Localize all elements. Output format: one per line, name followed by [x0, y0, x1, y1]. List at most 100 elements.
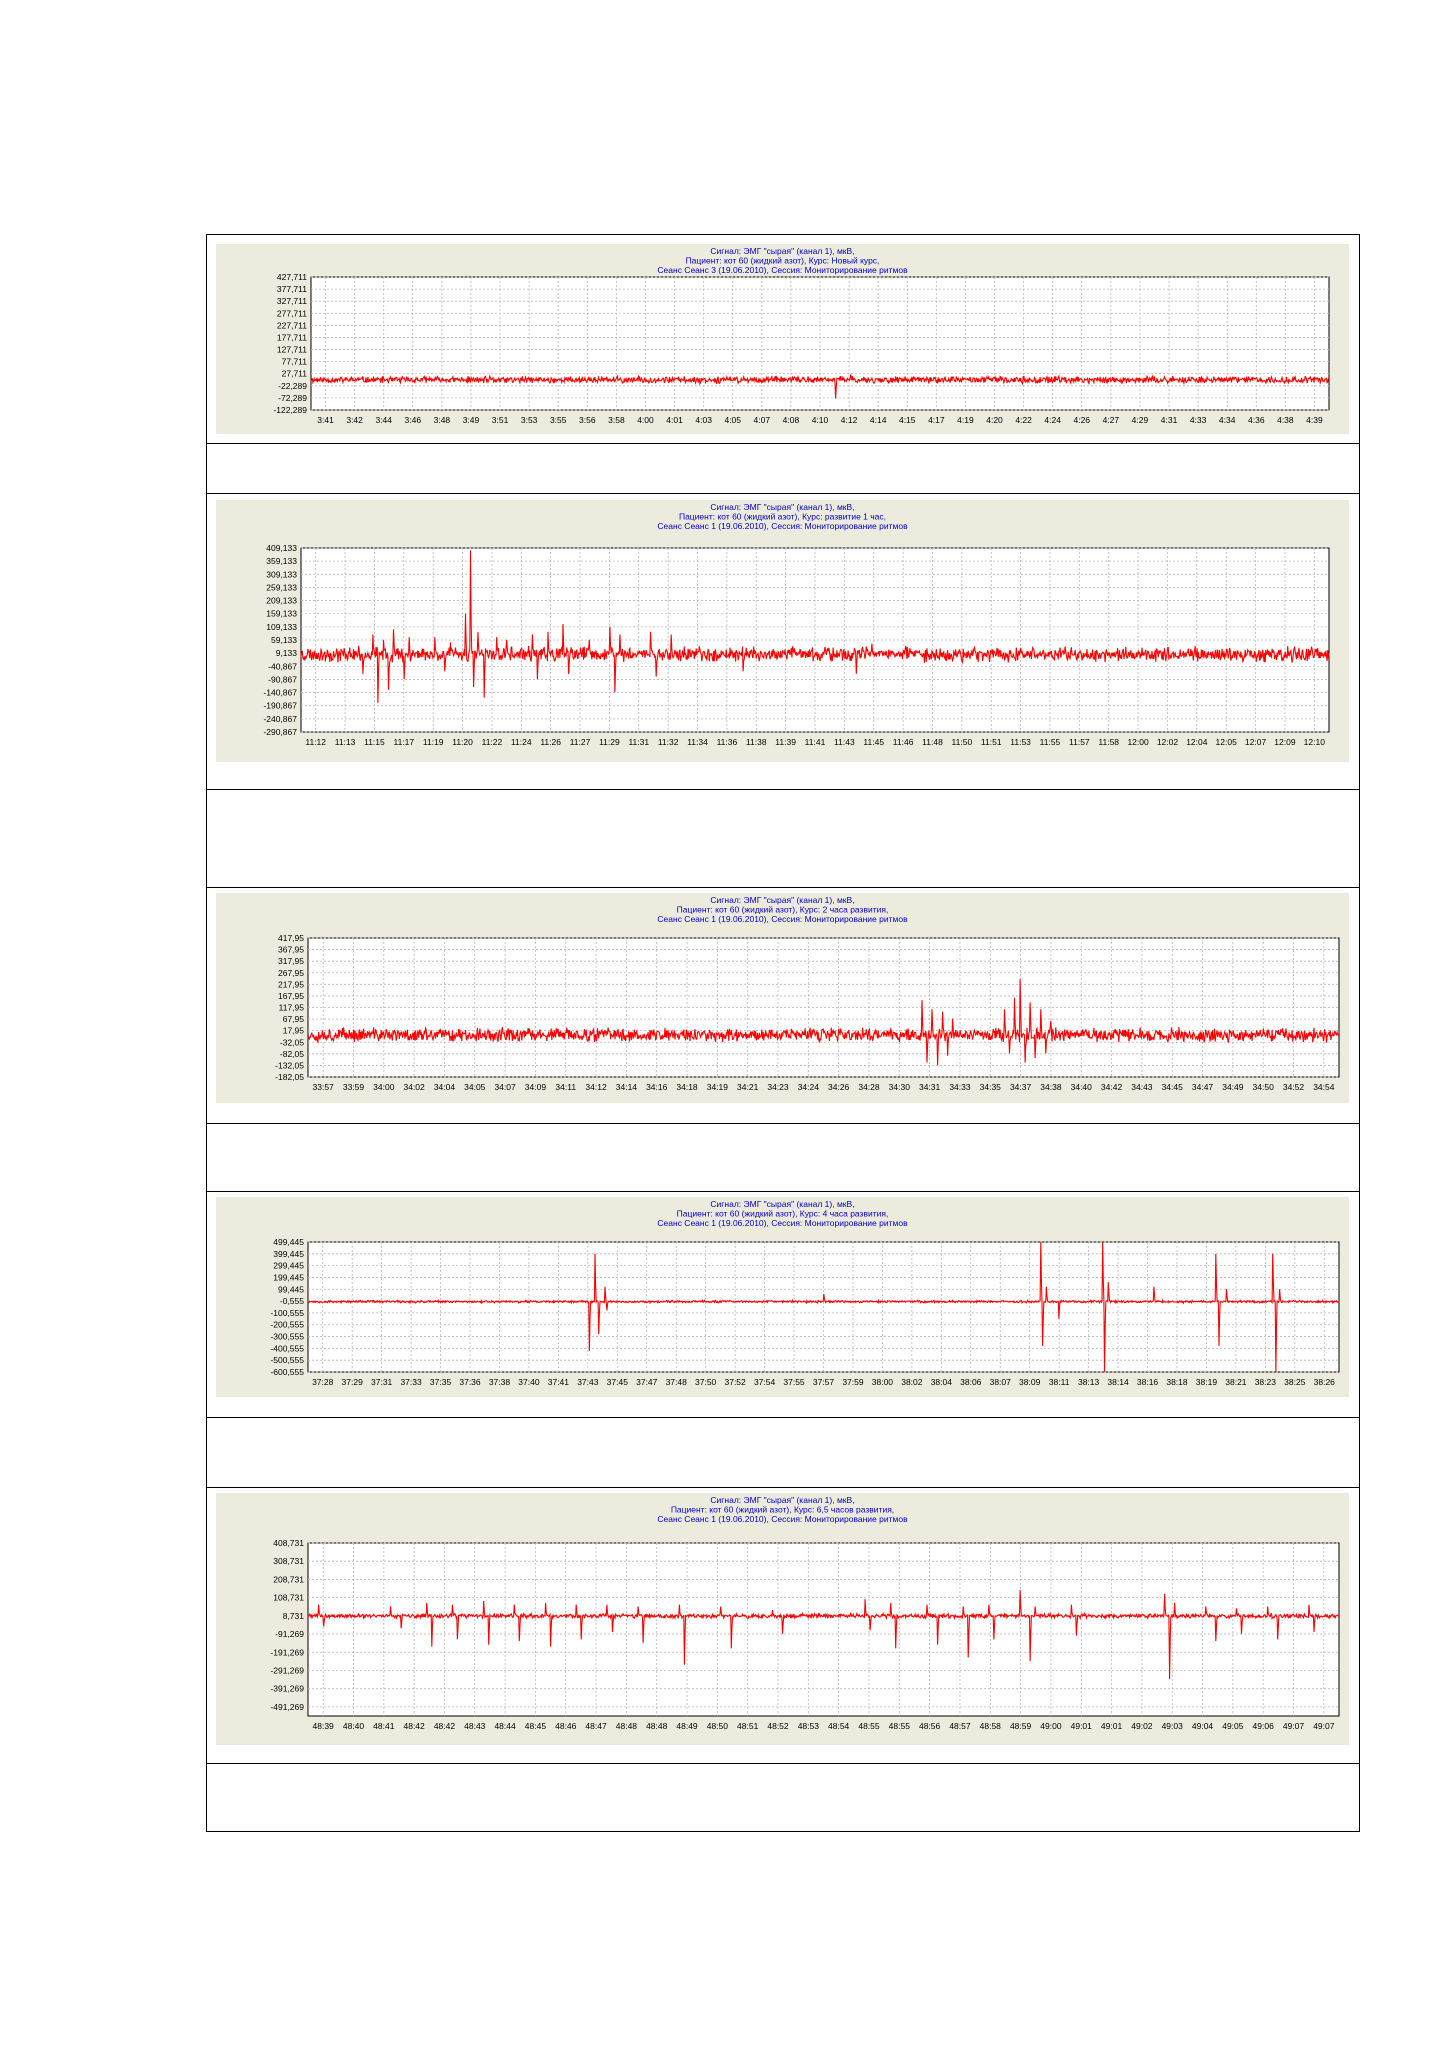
- x-tick-label: 49:01: [1071, 1721, 1093, 1731]
- y-tick-label: 308,731: [273, 1556, 304, 1566]
- y-tick-label: 267,95: [278, 968, 304, 978]
- x-tick-label: 34:18: [676, 1082, 698, 1092]
- x-tick-label: 37:52: [724, 1377, 746, 1387]
- x-tick-label: 48:53: [798, 1721, 820, 1731]
- x-tick-label: 34:31: [919, 1082, 941, 1092]
- emg-chart-svg: Сигнал: ЭМГ "сырая" (канал 1), мкВ,Пацие…: [273, 246, 1330, 425]
- x-tick-label: 3:55: [550, 415, 567, 425]
- row-divider: [207, 1191, 1359, 1192]
- row-divider: [207, 1487, 1359, 1488]
- x-tick-label: 34:30: [889, 1082, 911, 1092]
- row-divider: [207, 887, 1359, 888]
- x-tick-label: 12:10: [1304, 737, 1326, 747]
- signal-trace: [300, 550, 1330, 703]
- chart-title-line: Сеанс Сеанс 1 (19.06.2010), Сессия: Мони…: [657, 1514, 908, 1524]
- y-tick-label: -182,05: [275, 1072, 304, 1082]
- x-tick-label: 34:54: [1313, 1082, 1335, 1092]
- y-tick-label: -122,289: [273, 405, 307, 415]
- x-tick-label: 34:07: [494, 1082, 516, 1092]
- y-tick-label: -290,867: [263, 727, 297, 737]
- x-tick-label: 37:54: [754, 1377, 776, 1387]
- y-tick-label: -91,269: [275, 1629, 304, 1639]
- x-tick-label: 3:56: [579, 415, 596, 425]
- x-tick-label: 34:12: [585, 1082, 607, 1092]
- row-divider: [207, 493, 1359, 494]
- x-tick-label: 34:05: [464, 1082, 486, 1092]
- x-tick-label: 3:42: [346, 415, 363, 425]
- x-tick-label: 38:14: [1107, 1377, 1129, 1387]
- x-tick-label: 49:03: [1162, 1721, 1184, 1731]
- y-tick-label: -32,05: [280, 1037, 304, 1047]
- x-tick-label: 49:04: [1192, 1721, 1214, 1731]
- x-tick-label: 48:58: [980, 1721, 1002, 1731]
- x-tick-label: 37:57: [813, 1377, 835, 1387]
- x-tick-label: 49:06: [1253, 1721, 1275, 1731]
- x-tick-label: 4:08: [783, 415, 800, 425]
- x-tick-label: 34:28: [858, 1082, 880, 1092]
- x-tick-label: 34:11: [555, 1082, 576, 1092]
- x-tick-label: 34:21: [737, 1082, 759, 1092]
- y-tick-label: -240,867: [263, 714, 297, 724]
- y-tick-label: 208,731: [273, 1574, 304, 1584]
- x-tick-label: 38:02: [901, 1377, 923, 1387]
- x-tick-label: 48:55: [858, 1721, 880, 1731]
- x-tick-label: 37:59: [842, 1377, 864, 1387]
- emg-chart-svg: Сигнал: ЭМГ "сырая" (канал 1), мкВ,Пацие…: [263, 502, 1330, 747]
- y-tick-label: -132,05: [275, 1060, 304, 1070]
- x-tick-label: 4:36: [1248, 415, 1265, 425]
- x-tick-label: 34:47: [1192, 1082, 1214, 1092]
- signal-trace: [310, 374, 1330, 399]
- x-tick-label: 48:52: [767, 1721, 789, 1731]
- x-tick-label: 4:22: [1015, 415, 1032, 425]
- y-tick-label: -40,867: [268, 661, 297, 671]
- x-tick-label: 49:05: [1222, 1721, 1244, 1731]
- x-tick-label: 38:11: [1049, 1377, 1070, 1387]
- y-tick-label: 59,133: [271, 635, 297, 645]
- chart-title-line: Пациент: кот 60 (жидкий азот), Курс: раз…: [679, 512, 886, 522]
- x-tick-label: 48:48: [616, 1721, 638, 1731]
- x-tick-label: 48:51: [737, 1721, 759, 1731]
- y-tick-label: 17,95: [283, 1026, 305, 1036]
- x-tick-label: 11:50: [952, 737, 973, 747]
- plot-area: [307, 937, 1340, 1078]
- x-tick-label: 37:41: [548, 1377, 570, 1387]
- emg-chart-panel-5: Сигнал: ЭМГ "сырая" (канал 1), мкВ, Пацие…: [216, 1493, 1349, 1745]
- plot-area: [307, 1542, 1340, 1717]
- x-tick-label: 34:24: [798, 1082, 820, 1092]
- x-tick-label: 37:33: [400, 1377, 422, 1387]
- x-tick-label: 11:53: [1010, 737, 1031, 747]
- caption-cell-4: [207, 1419, 1359, 1485]
- chart-title-line: Пациент: кот 60 (жидкий азот), Курс: Нов…: [686, 256, 880, 266]
- x-tick-label: 38:07: [990, 1377, 1012, 1387]
- x-tick-label: 37:45: [607, 1377, 629, 1387]
- y-tick-label: 217,95: [278, 979, 304, 989]
- x-tick-label: 49:01: [1101, 1721, 1123, 1731]
- x-tick-label: 49:07: [1313, 1721, 1335, 1731]
- signal-trace: [307, 1590, 1340, 1680]
- x-tick-label: 11:36: [717, 737, 738, 747]
- x-tick-label: 38:06: [960, 1377, 982, 1387]
- x-tick-label: 34:04: [434, 1082, 456, 1092]
- y-tick-label: 77,711: [282, 357, 308, 367]
- emg-chart-panel-4: Сигнал: ЭМГ "сырая" (канал 1), мкВ, Пацие…: [216, 1197, 1349, 1397]
- x-tick-label: 48:44: [494, 1721, 516, 1731]
- x-tick-label: 38:16: [1137, 1377, 1159, 1387]
- x-tick-label: 33:57: [313, 1082, 335, 1092]
- x-tick-label: 48:57: [949, 1721, 971, 1731]
- x-tick-label: 4:34: [1219, 415, 1236, 425]
- x-tick-label: 11:41: [805, 737, 826, 747]
- x-tick-label: 49:02: [1131, 1721, 1153, 1731]
- caption-cell-5: [207, 1765, 1359, 1831]
- y-tick-label: 159,133: [266, 609, 297, 619]
- y-tick-label: 117,95: [279, 1003, 305, 1013]
- x-tick-label: 48:47: [585, 1721, 607, 1731]
- x-tick-label: 33:59: [343, 1082, 365, 1092]
- y-tick-label: -500,555: [270, 1355, 304, 1365]
- y-tick-label: 109,133: [266, 622, 297, 632]
- row-divider: [207, 1417, 1359, 1418]
- x-tick-label: 12:00: [1127, 737, 1149, 747]
- row-divider: [207, 443, 1359, 444]
- y-tick-label: -100,555: [270, 1308, 304, 1318]
- chart-title-line: Сеанс Сеанс 3 (19.06.2010), Сессия: Мони…: [657, 265, 908, 275]
- chart-title-line: Сигнал: ЭМГ "сырая" (канал 1), мкВ,: [710, 502, 854, 512]
